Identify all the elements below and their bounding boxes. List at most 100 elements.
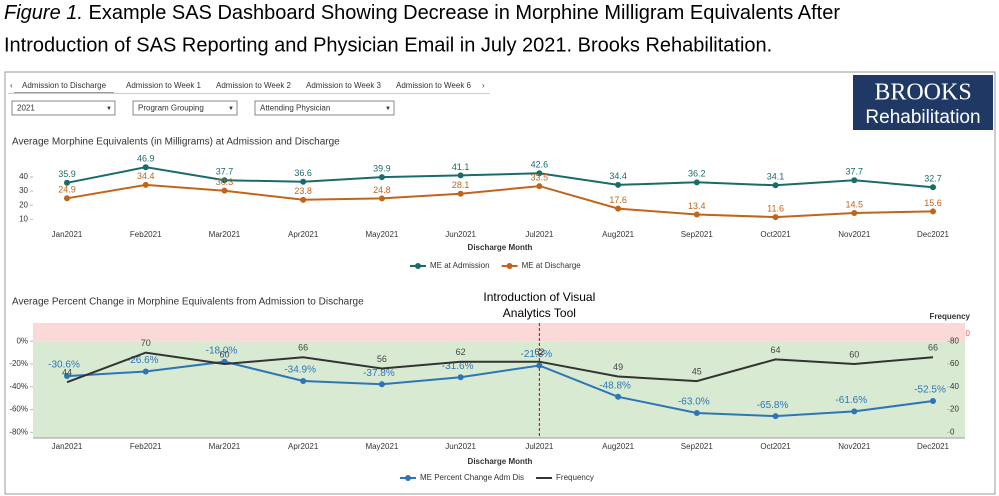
- filter-arrow: ▼: [385, 106, 391, 112]
- data-label: 17.6: [609, 195, 627, 205]
- y2-tick-label: 60: [950, 359, 959, 368]
- tab-scroll[interactable]: ›: [482, 81, 485, 90]
- legend-dot: [405, 475, 411, 481]
- legend-label: Frequency: [556, 473, 594, 482]
- data-label: 64: [771, 345, 781, 355]
- annotation-text: Introduction of Visual: [483, 290, 595, 304]
- band-above-zero: [33, 323, 965, 342]
- data-label: 15.6: [924, 198, 942, 208]
- data-label: 56: [377, 354, 387, 364]
- data-point: [772, 182, 779, 189]
- x-axis-title: Discharge Month: [468, 243, 533, 252]
- data-point: [457, 172, 464, 179]
- data-label: 66: [298, 343, 308, 353]
- data-label: 60: [849, 349, 859, 359]
- tab[interactable]: Admission to Week 2: [216, 81, 292, 90]
- tab[interactable]: Admission to Week 3: [306, 81, 382, 90]
- legend-label: ME at Discharge: [522, 261, 582, 270]
- data-label: 13.4: [688, 201, 706, 211]
- data-label: 37.7: [216, 167, 234, 177]
- filter-value: 2021: [17, 104, 35, 113]
- x-tick-label: Aug2021: [602, 442, 635, 451]
- x-axis-title: Discharge Month: [468, 457, 533, 466]
- data-point: [536, 183, 543, 190]
- legend-label: ME at Admission: [430, 261, 490, 270]
- filter-arrow: ▼: [106, 106, 112, 112]
- data-point: [64, 179, 70, 186]
- filter-dropdown[interactable]: [11, 100, 116, 116]
- x-tick-label: Jul2021: [525, 230, 554, 239]
- data-label: 33.5: [531, 173, 549, 183]
- filter-dropdown[interactable]: [132, 100, 238, 116]
- x-tick-label: Sep2021: [681, 442, 714, 451]
- data-label: 70: [141, 338, 151, 348]
- caption-line: Figure 1. Example SAS Dashboard Showing …: [4, 2, 840, 24]
- tab-scroll[interactable]: ‹: [10, 81, 13, 90]
- data-label: 24.8: [373, 185, 391, 195]
- series-line: [66, 166, 934, 189]
- data-point: [851, 177, 858, 184]
- data-label: 42.6: [531, 160, 549, 170]
- series-line: [66, 351, 934, 384]
- data-label: 60: [219, 349, 229, 359]
- y-tick-label: -80%: [9, 427, 28, 436]
- data-label: 46.9: [137, 154, 155, 164]
- data-point: [693, 179, 700, 186]
- legend-dot: [506, 263, 513, 269]
- data-point: [142, 181, 149, 188]
- data-point: [221, 177, 228, 184]
- caption-text: Example SAS Dashboard Showing Decrease i…: [89, 2, 841, 24]
- data-point: [536, 170, 543, 177]
- y-tick-label: 0%: [16, 336, 28, 345]
- tab[interactable]: Admission to Discharge: [22, 81, 107, 90]
- data-point: [930, 184, 936, 191]
- data-point: [300, 196, 307, 203]
- x-tick-label: Feb2021: [130, 442, 162, 451]
- series-line: [66, 360, 934, 418]
- y2-tick-label: 0: [950, 427, 955, 436]
- data-label: 39.9: [373, 163, 391, 173]
- x-tick-label: Dec2021: [917, 442, 950, 451]
- data-label: -21.3%: [521, 349, 553, 360]
- y-tick-label: -40%: [9, 382, 28, 391]
- data-point: [851, 408, 858, 415]
- x-tick-label: Oct2021: [760, 442, 791, 451]
- y2-axis-title: Frequency: [930, 312, 971, 321]
- x-tick-label: Aug2021: [602, 230, 635, 239]
- x-tick-label: Apr2021: [288, 230, 319, 239]
- data-point: [772, 214, 779, 221]
- data-point: [772, 413, 779, 420]
- data-point: [378, 381, 385, 388]
- data-point: [851, 209, 858, 216]
- x-tick-label: Dec2021: [917, 230, 950, 239]
- x-tick-label: Jan2021: [52, 442, 83, 451]
- data-point: [457, 190, 464, 197]
- x-tick-label: May2021: [365, 442, 398, 451]
- data-point: [615, 205, 622, 212]
- data-point: [693, 211, 700, 218]
- data-label: 36.6: [294, 168, 312, 178]
- data-label: 37.7: [846, 167, 864, 177]
- data-point: [930, 397, 936, 404]
- data-label: -34.9%: [284, 365, 316, 376]
- x-tick-label: Jun2021: [445, 442, 476, 451]
- filter-value: Attending Physician: [260, 104, 330, 113]
- caption-line: Introduction of SAS Reporting and Physic…: [4, 34, 772, 56]
- y-tick-label: 30: [19, 186, 28, 195]
- data-label: 35.9: [58, 169, 76, 179]
- data-point: [142, 164, 149, 171]
- x-tick-label: Nov2021: [838, 442, 871, 451]
- data-label: 24.9: [58, 185, 76, 195]
- data-label: 41.1: [452, 162, 470, 172]
- data-label: -30.6%: [48, 360, 80, 371]
- filter-dropdown[interactable]: [254, 100, 395, 116]
- data-label: -65.8%: [757, 400, 789, 411]
- tab[interactable]: Admission to Week 6: [396, 81, 472, 90]
- corner-note: 0: [966, 329, 971, 338]
- data-point: [64, 195, 70, 202]
- x-tick-label: May2021: [365, 230, 398, 239]
- x-tick-label: Nov2021: [838, 230, 871, 239]
- tab[interactable]: Admission to Week 1: [126, 81, 202, 90]
- data-label: -31.6%: [442, 361, 474, 372]
- x-tick-label: Apr2021: [288, 442, 319, 451]
